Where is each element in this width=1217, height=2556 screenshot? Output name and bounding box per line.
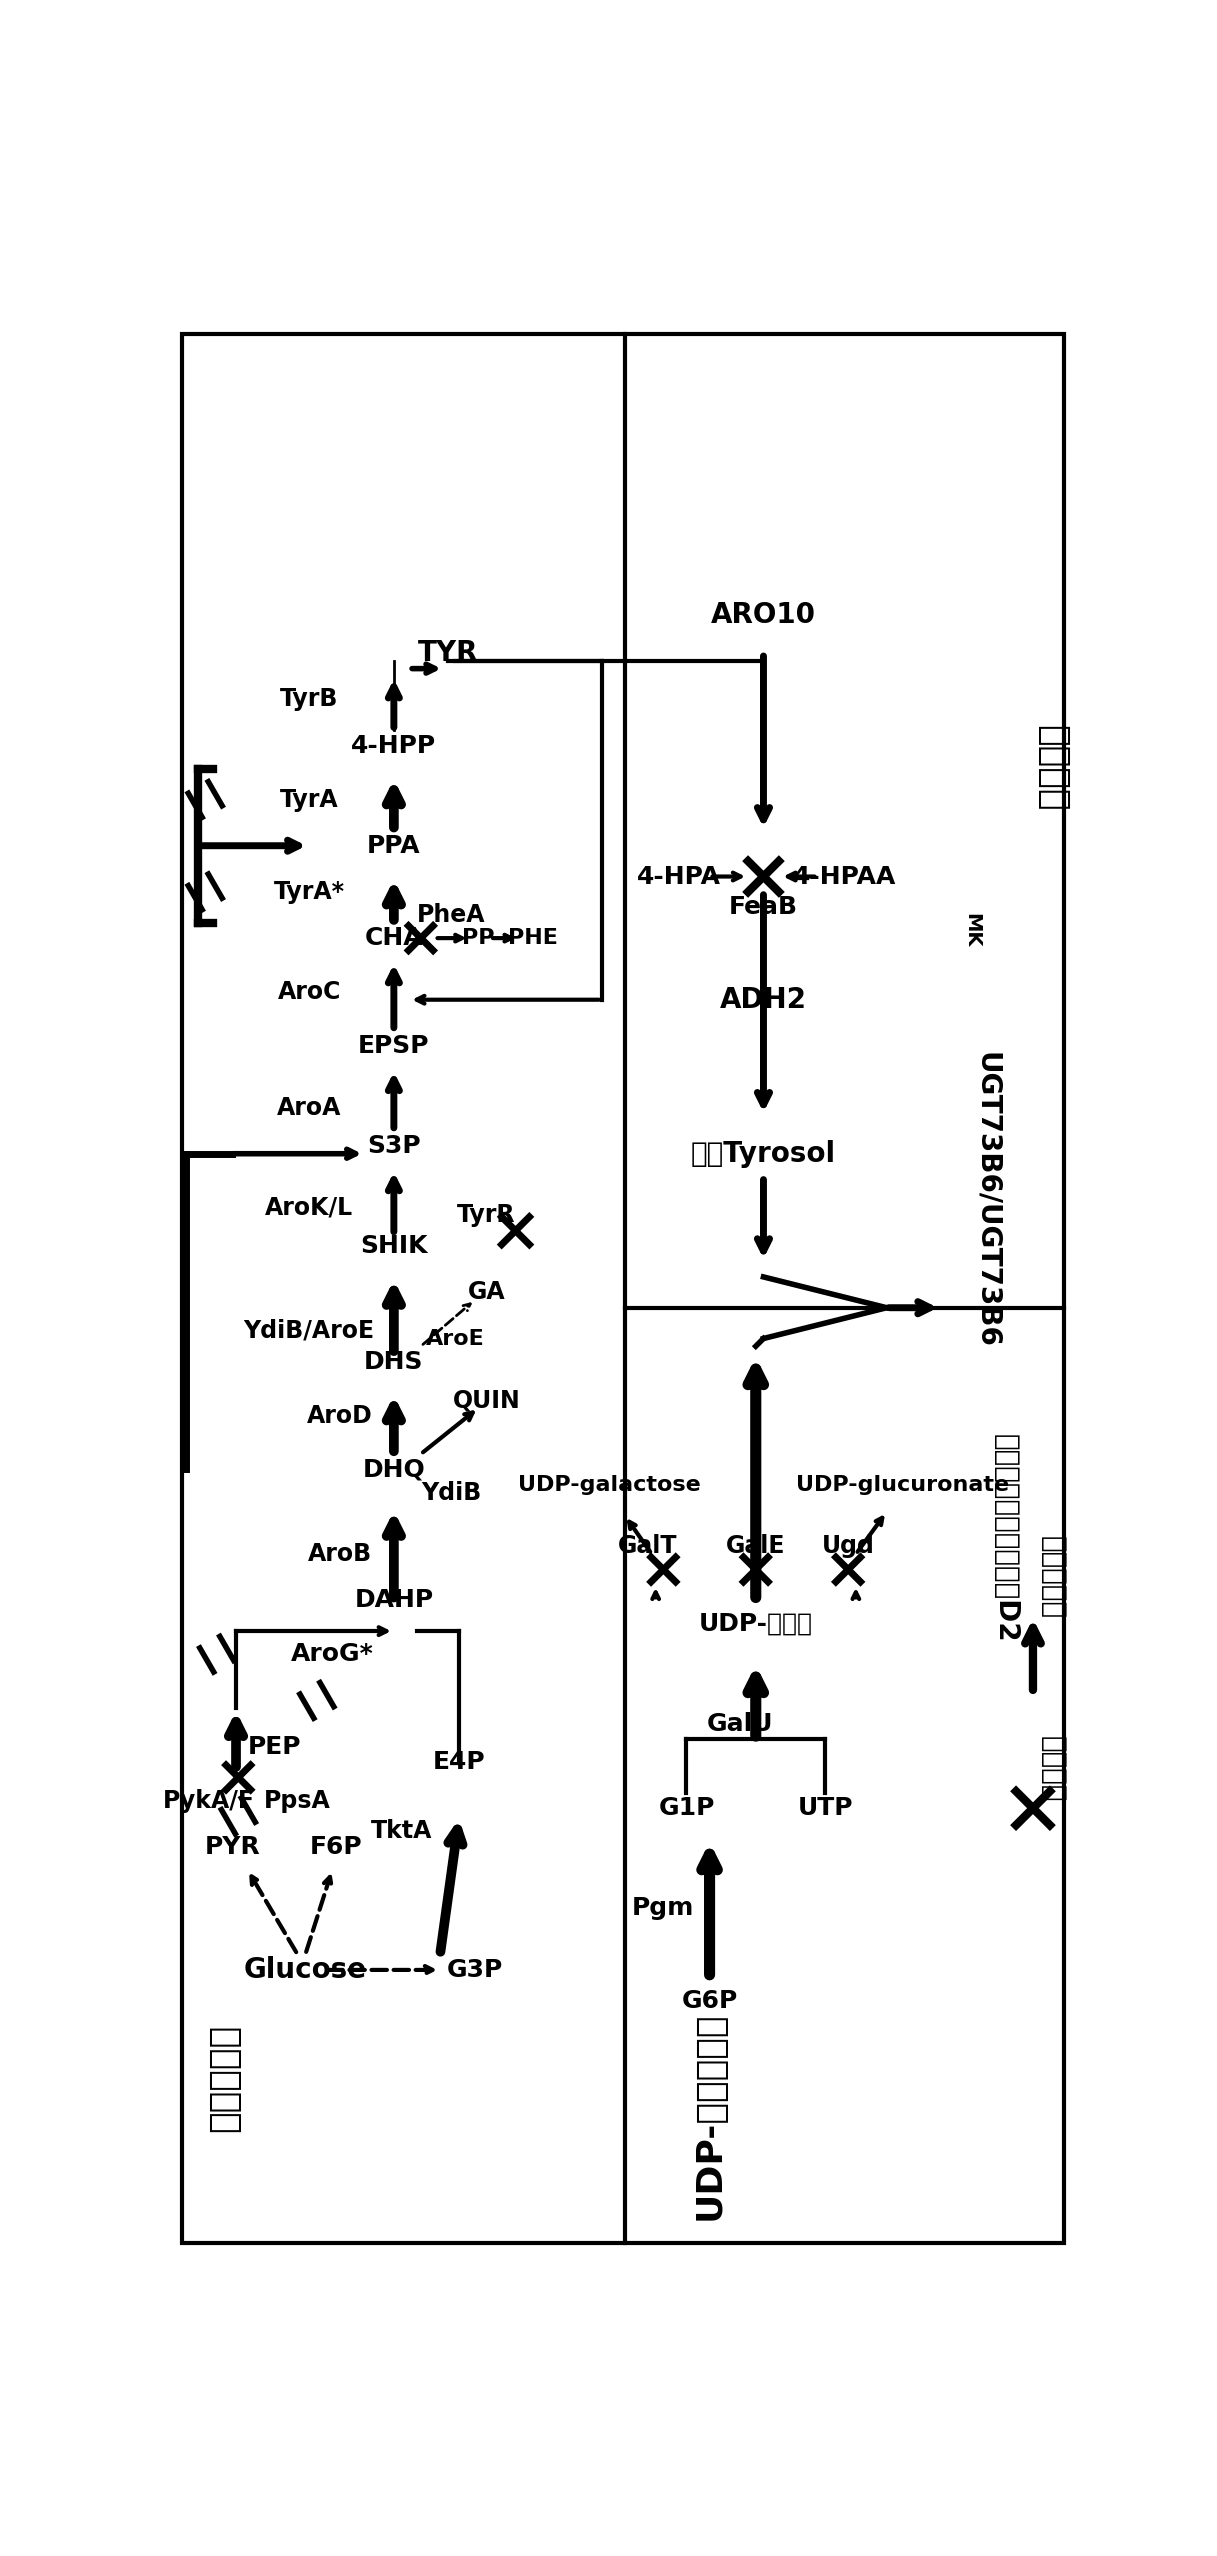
Text: UDP-galactose: UDP-galactose — [518, 1475, 701, 1495]
Text: Pgm: Pgm — [632, 1897, 695, 1920]
Text: G6P: G6P — [682, 1989, 738, 2012]
Text: FeaB: FeaB — [729, 895, 798, 920]
Text: TYR: TYR — [417, 639, 478, 667]
Text: GalE: GalE — [727, 1534, 785, 1559]
Text: 酪醇模块: 酪醇模块 — [1036, 726, 1070, 813]
Text: UDP-葡萄糖: UDP-葡萄糖 — [699, 1610, 813, 1636]
Text: AroE: AroE — [426, 1329, 484, 1350]
Text: PYR: PYR — [204, 1835, 260, 1858]
Text: 红景天苷和淫羊藿次苷D2: 红景天苷和淫羊藿次苷D2 — [992, 1434, 1020, 1644]
Text: MK: MK — [961, 912, 981, 948]
Text: AroG*: AroG* — [291, 1641, 374, 1667]
Text: 酪氨酸模块: 酪氨酸模块 — [207, 2024, 241, 2132]
Text: PEP: PEP — [248, 1736, 302, 1759]
Text: DHS: DHS — [364, 1350, 424, 1373]
Text: Ugd: Ugd — [821, 1534, 875, 1559]
Text: PykA/F: PykA/F — [163, 1789, 256, 1812]
Text: G3P: G3P — [447, 1958, 503, 1981]
Text: PPA: PPA — [368, 833, 421, 859]
Text: E4P: E4P — [433, 1751, 486, 1774]
Text: GalT: GalT — [618, 1534, 678, 1559]
Text: ARO10: ARO10 — [711, 601, 815, 629]
Text: PHE: PHE — [507, 928, 557, 948]
Text: UDP-glucuronate: UDP-glucuronate — [796, 1475, 1009, 1495]
Text: DAHP: DAHP — [354, 1587, 433, 1613]
Text: AroD: AroD — [307, 1403, 372, 1426]
Text: 4-HPA: 4-HPA — [636, 864, 720, 889]
Text: 基因敲除: 基因敲除 — [1038, 1736, 1066, 1802]
Text: 酪醇Tyrosol: 酪醇Tyrosol — [691, 1140, 836, 1168]
Text: UTP: UTP — [797, 1797, 853, 1820]
Text: TyrA: TyrA — [280, 787, 338, 810]
Text: TktA: TktA — [371, 1820, 432, 1843]
Text: UDP-葡萄糖模块: UDP-葡萄糖模块 — [692, 2012, 727, 2221]
Text: EPSP: EPSP — [358, 1035, 430, 1058]
Text: Glucose: Glucose — [243, 1955, 366, 1983]
Text: S3P: S3P — [368, 1135, 421, 1158]
Text: DHQ: DHQ — [363, 1457, 425, 1482]
Text: AroK/L: AroK/L — [265, 1196, 353, 1219]
Text: AroA: AroA — [277, 1097, 341, 1120]
Text: G1P: G1P — [658, 1797, 714, 1820]
Text: GalU: GalU — [707, 1713, 774, 1736]
Text: 基因过表达: 基因过表达 — [1038, 1536, 1066, 1618]
Text: YdiB: YdiB — [421, 1480, 482, 1505]
Text: YdiB/AroE: YdiB/AroE — [243, 1319, 375, 1342]
Text: F6P: F6P — [310, 1835, 363, 1858]
Text: TyrB: TyrB — [280, 688, 338, 711]
Text: UGT73B6/UGT73B6: UGT73B6/UGT73B6 — [972, 1053, 1000, 1347]
Text: CHA: CHA — [365, 925, 424, 951]
Text: PP: PP — [462, 928, 495, 948]
Text: ADH2: ADH2 — [720, 987, 807, 1015]
Text: PheA: PheA — [417, 902, 486, 928]
Text: 4-HPAA: 4-HPAA — [792, 864, 896, 889]
Text: QUIN: QUIN — [453, 1388, 520, 1411]
Text: AroC: AroC — [277, 979, 341, 1005]
Text: AroB: AroB — [308, 1541, 372, 1567]
Text: TyrA*: TyrA* — [274, 879, 344, 905]
Text: SHIK: SHIK — [360, 1235, 427, 1258]
Text: GA: GA — [467, 1281, 505, 1304]
Text: TyrR: TyrR — [458, 1204, 516, 1227]
Text: PpsA: PpsA — [264, 1789, 331, 1812]
Text: 4-HPP: 4-HPP — [352, 734, 437, 757]
